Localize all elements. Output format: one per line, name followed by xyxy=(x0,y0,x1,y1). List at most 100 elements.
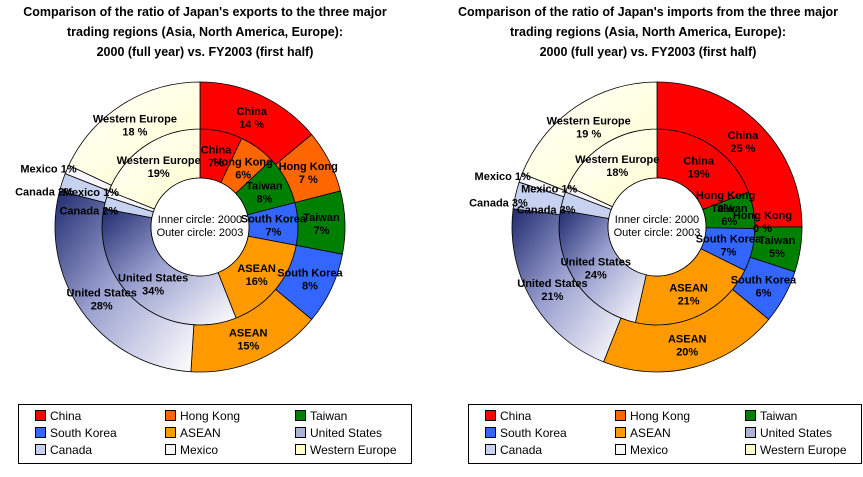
donut-center xyxy=(607,177,707,277)
outer-label-south-korea: South Korea xyxy=(731,275,797,287)
outer-slice-united-states xyxy=(54,190,195,373)
chart-title-line-1: Comparison of the ratio of Japan's expor… xyxy=(23,5,387,19)
legend-item-western-europe: Western Europe xyxy=(295,442,397,458)
inner-value-western-europe: 19% xyxy=(148,168,170,180)
inner-label-hong-kong: Hong Kong xyxy=(696,190,755,202)
inner-label-united-states: United States xyxy=(118,273,188,285)
outer-label-asean: ASEAN xyxy=(229,328,268,340)
legend-swatch xyxy=(295,444,306,455)
legend-swatch xyxy=(485,444,496,455)
inner-label-asean: ASEAN xyxy=(237,263,276,275)
outer-label-asean: ASEAN xyxy=(668,334,707,346)
legend-label: China xyxy=(50,409,82,423)
exports-legend: China Hong Kong Taiwan South Korea ASEAN Unit… xyxy=(18,404,412,464)
outer-label-taiwan: Taiwan xyxy=(303,212,340,224)
chart-title: Comparison of the ratio of Japan's impor… xyxy=(443,2,853,62)
inner-value-china: 7% xyxy=(208,157,224,169)
legend-item-mexico: Mexico xyxy=(165,442,218,458)
outer-label-china: China xyxy=(728,130,759,142)
outer-value-south-korea: 8% xyxy=(302,281,318,293)
legend-swatch xyxy=(35,444,46,455)
legend-swatch xyxy=(615,410,626,421)
legend-item-mexico: Mexico xyxy=(615,442,668,458)
outer-slice-western-europe xyxy=(68,81,201,186)
legend-item-asean: ASEAN xyxy=(165,425,221,441)
chart-title-line-3: 2000 (full year) vs. FY2003 (first half) xyxy=(539,45,757,59)
legend-swatch xyxy=(745,410,756,421)
outer-label-canada: Canada 2% xyxy=(15,186,74,198)
outer-value-western-europe: 18 % xyxy=(122,126,147,138)
center-label-outer: Outer circle: 2003 xyxy=(614,227,701,239)
legend-label: Taiwan xyxy=(760,409,798,423)
chart-title: Comparison of the ratio of Japan's expor… xyxy=(0,2,410,62)
outer-slice-western-europe xyxy=(521,81,658,192)
outer-value-south-korea: 6% xyxy=(756,288,772,300)
inner-label-united-states: United States xyxy=(561,257,631,269)
inner-label-south-korea: South Korea xyxy=(241,214,307,226)
legend-label: China xyxy=(500,409,532,423)
chart-title-line-3: 2000 (full year) vs. FY2003 (first half) xyxy=(96,45,314,59)
outer-label-mexico: Mexico 1% xyxy=(475,171,531,183)
center-label-outer: Outer circle: 2003 xyxy=(157,227,244,239)
legend-label: Taiwan xyxy=(310,409,348,423)
inner-value-taiwan: 6% xyxy=(721,216,737,228)
inner-label-asean: ASEAN xyxy=(669,282,708,294)
legend-label: ASEAN xyxy=(630,426,671,440)
legend-item-south-korea: South Korea xyxy=(485,425,567,441)
legend-swatch xyxy=(165,444,176,455)
inner-label-western-europe: Western Europe xyxy=(117,155,201,167)
inner-value-hong-kong: 6% xyxy=(235,170,251,182)
outer-value-united-states: 28% xyxy=(91,300,113,312)
legend-label: South Korea xyxy=(500,426,567,440)
outer-label-hong-kong: Hong Kong xyxy=(733,210,792,222)
legend-item-china: China xyxy=(485,408,531,424)
legend-swatch xyxy=(615,427,626,438)
legend-item-united-states: United States xyxy=(745,425,832,441)
donut-center xyxy=(150,177,250,277)
imports-chart-panel: Comparison of the ratio of Japan's impor… xyxy=(443,0,863,477)
outer-value-taiwan: 7% xyxy=(313,225,329,237)
outer-value-western-europe: 19 % xyxy=(576,129,601,141)
legend-swatch xyxy=(295,427,306,438)
outer-label-hong-kong: Hong Kong xyxy=(279,161,338,173)
legend-item-south-korea: South Korea xyxy=(35,425,117,441)
chart-title-line-2: trading regions (Asia, North America, Eu… xyxy=(67,25,343,39)
inner-label-china: China xyxy=(683,155,714,167)
outer-value-china: 25 % xyxy=(730,143,755,155)
outer-label-canada: Canada 3% xyxy=(469,197,528,209)
legend-swatch xyxy=(745,427,756,438)
legend-item-hong-kong: Hong Kong xyxy=(165,408,240,424)
inner-label-south-korea: South Korea xyxy=(696,233,762,245)
outer-value-china: 14 % xyxy=(239,119,264,131)
outer-label-mexico: Mexico 1% xyxy=(20,164,76,176)
chart-title-line-1: Comparison of the ratio of Japan's impor… xyxy=(457,5,839,19)
inner-label-mexico: Mexico 1% xyxy=(521,184,577,196)
outer-value-asean: 20% xyxy=(676,347,698,359)
outer-label-taiwan: Taiwan xyxy=(759,235,796,247)
legend-label: Hong Kong xyxy=(630,409,691,423)
legend-item-hong-kong: Hong Kong xyxy=(615,408,690,424)
outer-value-hong-kong: 0 % xyxy=(753,223,772,235)
legend-item-asean: ASEAN xyxy=(615,425,671,441)
inner-value-united-states: 34% xyxy=(142,286,164,298)
outer-label-united-states: United States xyxy=(67,287,137,299)
legend-swatch xyxy=(35,410,46,421)
legend-item-united-states: United States xyxy=(295,425,382,441)
outer-value-taiwan: 5% xyxy=(769,248,785,260)
inner-label-china: China xyxy=(201,144,232,156)
legend-swatch xyxy=(165,427,176,438)
legend-swatch xyxy=(615,444,626,455)
legend-item-canada: Canada xyxy=(485,442,542,458)
legend-swatch xyxy=(165,410,176,421)
legend-swatch xyxy=(295,410,306,421)
legend-label: United States xyxy=(760,426,833,440)
outer-label-south-korea: South Korea xyxy=(277,268,343,280)
inner-label-canada: Canada 2% xyxy=(59,206,118,218)
legend-swatch xyxy=(485,410,496,421)
legend-label: South Korea xyxy=(50,426,117,440)
outer-label-western-europe: Western Europe xyxy=(547,116,631,128)
legend-label: Mexico xyxy=(630,443,669,457)
legend-item-taiwan: Taiwan xyxy=(745,408,797,424)
